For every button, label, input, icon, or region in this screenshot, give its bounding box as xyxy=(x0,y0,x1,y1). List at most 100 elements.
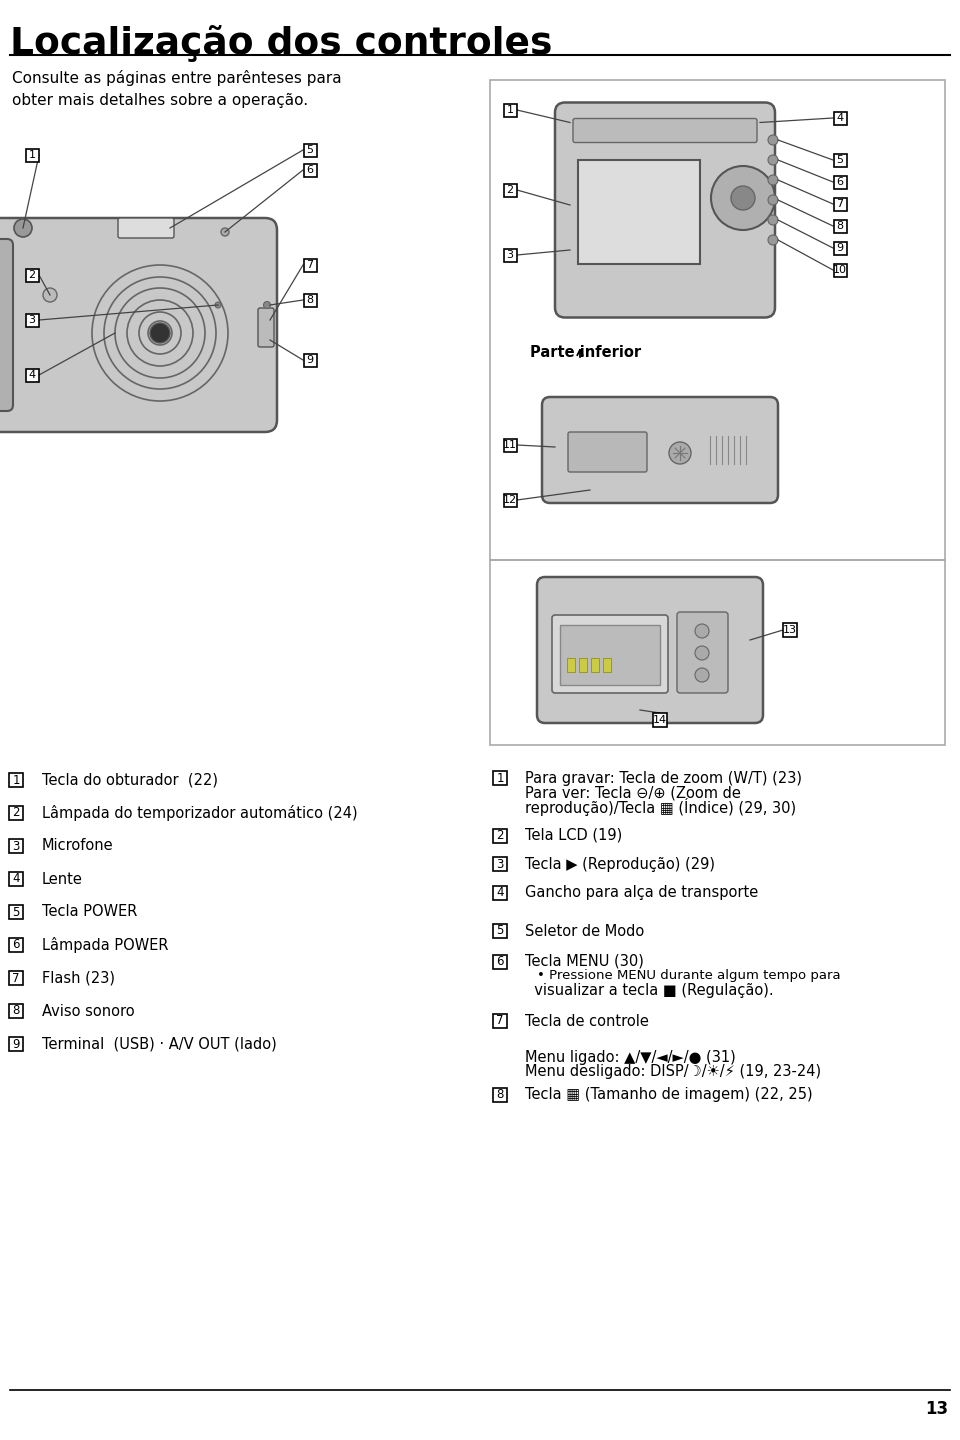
FancyBboxPatch shape xyxy=(833,154,847,167)
Circle shape xyxy=(768,176,778,184)
Text: 1: 1 xyxy=(29,150,36,160)
Text: 3: 3 xyxy=(29,315,36,325)
Text: Para gravar: Tecla de zoom (W/T) (23): Para gravar: Tecla de zoom (W/T) (23) xyxy=(525,770,802,785)
Text: 11: 11 xyxy=(503,441,517,449)
Text: Para ver: Tecla ⊖/⊕ (Zoom de: Para ver: Tecla ⊖/⊕ (Zoom de xyxy=(525,785,741,801)
FancyBboxPatch shape xyxy=(493,828,507,842)
Text: 6: 6 xyxy=(306,166,314,176)
FancyBboxPatch shape xyxy=(653,713,667,727)
FancyBboxPatch shape xyxy=(258,308,274,347)
Text: 6: 6 xyxy=(496,955,504,968)
Text: 7: 7 xyxy=(496,1015,504,1028)
FancyBboxPatch shape xyxy=(833,264,847,276)
Text: 1: 1 xyxy=(507,105,514,115)
FancyBboxPatch shape xyxy=(9,1037,23,1051)
Text: 8: 8 xyxy=(496,1089,504,1102)
Text: reprodução)/Tecla ▦ (Índice) (29, 30): reprodução)/Tecla ▦ (Índice) (29, 30) xyxy=(525,798,796,816)
FancyBboxPatch shape xyxy=(26,369,38,382)
FancyBboxPatch shape xyxy=(552,615,668,693)
FancyBboxPatch shape xyxy=(303,164,317,177)
FancyBboxPatch shape xyxy=(303,353,317,367)
Circle shape xyxy=(768,156,778,166)
Text: 3: 3 xyxy=(507,251,514,261)
Text: Menu desligado: DISP/☽/☀/⚡ (19, 23-24): Menu desligado: DISP/☽/☀/⚡ (19, 23-24) xyxy=(525,1064,821,1079)
Text: • Pressione MENU durante algum tempo para: • Pressione MENU durante algum tempo par… xyxy=(537,969,841,982)
Circle shape xyxy=(768,215,778,225)
FancyBboxPatch shape xyxy=(503,494,516,507)
Text: Lâmpada do temporizador automático (24): Lâmpada do temporizador automático (24) xyxy=(42,805,358,821)
Text: Tecla POWER: Tecla POWER xyxy=(42,904,137,920)
Text: 7: 7 xyxy=(836,199,844,209)
FancyBboxPatch shape xyxy=(118,217,174,238)
FancyBboxPatch shape xyxy=(9,773,23,788)
Text: 2: 2 xyxy=(29,271,36,279)
Text: 7: 7 xyxy=(12,972,20,985)
Circle shape xyxy=(768,194,778,204)
FancyBboxPatch shape xyxy=(833,219,847,232)
Text: 1: 1 xyxy=(12,773,20,786)
Circle shape xyxy=(695,647,709,660)
FancyBboxPatch shape xyxy=(26,314,38,327)
FancyBboxPatch shape xyxy=(503,183,516,196)
FancyBboxPatch shape xyxy=(560,625,660,685)
Text: Consulte as páginas entre parênteses para
obter mais detalhes sobre a operação.: Consulte as páginas entre parênteses par… xyxy=(12,71,342,108)
Text: Seletor de Modo: Seletor de Modo xyxy=(525,923,644,939)
Text: 2: 2 xyxy=(12,806,20,819)
Text: 12: 12 xyxy=(503,495,517,505)
Circle shape xyxy=(711,166,775,230)
FancyBboxPatch shape xyxy=(573,118,757,143)
FancyBboxPatch shape xyxy=(833,111,847,124)
Text: Gancho para alça de transporte: Gancho para alça de transporte xyxy=(525,886,758,900)
FancyBboxPatch shape xyxy=(579,658,587,672)
Text: Aviso sonoro: Aviso sonoro xyxy=(42,1004,134,1018)
FancyBboxPatch shape xyxy=(503,104,516,117)
Circle shape xyxy=(263,301,271,308)
FancyBboxPatch shape xyxy=(493,1014,507,1028)
Text: 13: 13 xyxy=(783,625,797,635)
FancyBboxPatch shape xyxy=(493,886,507,900)
FancyBboxPatch shape xyxy=(0,239,13,410)
Text: 14: 14 xyxy=(653,716,667,724)
FancyBboxPatch shape xyxy=(537,577,763,723)
FancyBboxPatch shape xyxy=(26,148,38,161)
Text: visualizar a tecla ■ (Regulação).: visualizar a tecla ■ (Regulação). xyxy=(525,984,774,998)
Text: Flash (23): Flash (23) xyxy=(42,971,115,985)
FancyBboxPatch shape xyxy=(555,102,775,317)
Circle shape xyxy=(150,323,170,343)
FancyBboxPatch shape xyxy=(0,217,277,432)
Text: 3: 3 xyxy=(496,857,504,871)
FancyBboxPatch shape xyxy=(303,294,317,307)
FancyBboxPatch shape xyxy=(26,268,38,281)
Text: 13: 13 xyxy=(924,1400,948,1418)
Text: Microfone: Microfone xyxy=(42,838,113,854)
Text: 5: 5 xyxy=(12,906,20,919)
Text: 1: 1 xyxy=(496,772,504,785)
Text: 3: 3 xyxy=(12,840,20,852)
Text: 6: 6 xyxy=(12,939,20,952)
Circle shape xyxy=(215,302,221,308)
FancyBboxPatch shape xyxy=(493,955,507,969)
FancyBboxPatch shape xyxy=(833,242,847,255)
FancyBboxPatch shape xyxy=(603,658,611,672)
FancyBboxPatch shape xyxy=(493,770,507,785)
FancyBboxPatch shape xyxy=(578,160,700,264)
Text: 9: 9 xyxy=(836,243,844,253)
Circle shape xyxy=(695,624,709,638)
Circle shape xyxy=(43,288,57,302)
Text: 4: 4 xyxy=(29,370,36,380)
FancyBboxPatch shape xyxy=(9,971,23,985)
Text: Tecla de controle: Tecla de controle xyxy=(525,1014,649,1028)
FancyBboxPatch shape xyxy=(591,658,599,672)
Text: 9: 9 xyxy=(306,356,314,364)
Text: Localização dos controles: Localização dos controles xyxy=(10,24,552,62)
FancyBboxPatch shape xyxy=(303,259,317,272)
Text: Tecla ▦ (Tamanho de imagem) (22, 25): Tecla ▦ (Tamanho de imagem) (22, 25) xyxy=(525,1087,812,1103)
FancyBboxPatch shape xyxy=(833,197,847,210)
FancyBboxPatch shape xyxy=(568,432,647,472)
Text: 10: 10 xyxy=(833,265,847,275)
Circle shape xyxy=(768,235,778,245)
Text: 8: 8 xyxy=(836,220,844,230)
Circle shape xyxy=(695,668,709,683)
FancyBboxPatch shape xyxy=(503,249,516,262)
Text: Lâmpada POWER: Lâmpada POWER xyxy=(42,937,169,953)
